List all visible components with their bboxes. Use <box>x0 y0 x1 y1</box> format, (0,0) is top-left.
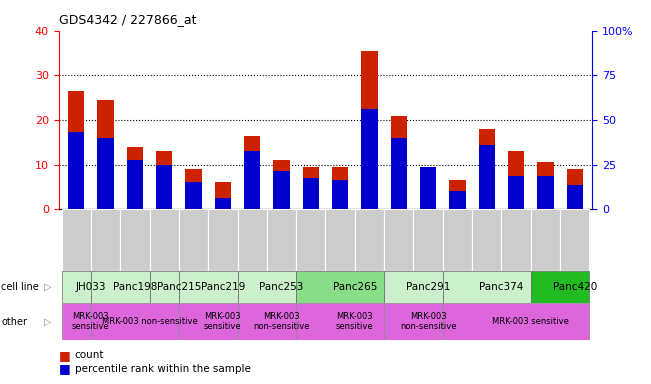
Bar <box>508 176 524 209</box>
Bar <box>384 209 413 271</box>
Bar <box>186 182 202 209</box>
Bar <box>449 192 465 209</box>
Bar <box>127 160 143 209</box>
Bar <box>531 209 560 271</box>
Text: percentile rank within the sample: percentile rank within the sample <box>75 364 251 374</box>
Bar <box>267 209 296 271</box>
Bar <box>238 271 296 303</box>
Text: MRK-003 non-sensitive: MRK-003 non-sensitive <box>102 317 197 326</box>
Bar <box>420 176 436 209</box>
Bar <box>238 303 296 340</box>
Bar <box>443 209 472 271</box>
Bar <box>208 209 238 271</box>
Bar <box>326 209 355 271</box>
Bar <box>244 151 260 209</box>
Text: Panc420: Panc420 <box>553 282 597 292</box>
Bar <box>186 169 202 209</box>
Text: MRK-003
non-sensitive: MRK-003 non-sensitive <box>400 312 456 331</box>
Bar <box>332 167 348 209</box>
Bar <box>384 271 443 303</box>
Text: count: count <box>75 350 104 360</box>
Bar <box>443 303 589 340</box>
Bar <box>273 171 290 209</box>
Text: other: other <box>1 317 27 327</box>
Text: MRK-003
non-sensitive: MRK-003 non-sensitive <box>253 312 310 331</box>
Bar <box>120 209 150 271</box>
Text: Panc215: Panc215 <box>157 282 201 292</box>
Bar <box>413 209 443 271</box>
Text: cell line: cell line <box>1 282 39 292</box>
Bar <box>355 209 384 271</box>
Bar <box>567 169 583 209</box>
Bar <box>332 180 348 209</box>
Bar <box>150 271 179 303</box>
Text: Panc198: Panc198 <box>113 282 157 292</box>
Bar <box>296 303 384 340</box>
Bar <box>238 209 267 271</box>
Text: Panc253: Panc253 <box>259 282 303 292</box>
Bar <box>538 162 553 209</box>
Bar <box>384 303 443 340</box>
Text: MRK-003
sensitive: MRK-003 sensitive <box>72 312 109 331</box>
Bar <box>472 209 501 271</box>
Bar <box>179 303 238 340</box>
Text: MRK-003 sensitive: MRK-003 sensitive <box>492 317 569 326</box>
Bar <box>443 271 531 303</box>
Text: JH033: JH033 <box>76 282 106 292</box>
Bar <box>361 109 378 209</box>
Bar <box>391 138 407 209</box>
Bar <box>244 136 260 209</box>
Bar <box>273 160 290 209</box>
Bar <box>62 209 91 271</box>
Bar <box>62 271 91 303</box>
Text: Panc374: Panc374 <box>479 282 523 292</box>
Bar <box>91 303 179 340</box>
Text: MRK-003
sensitive: MRK-003 sensitive <box>336 312 374 331</box>
Bar <box>478 129 495 209</box>
Bar <box>68 132 84 209</box>
Bar <box>361 51 378 209</box>
Bar <box>303 178 319 209</box>
Bar <box>215 182 231 209</box>
Bar <box>449 180 465 209</box>
Bar <box>156 151 173 209</box>
Bar <box>68 91 84 209</box>
Text: Panc265: Panc265 <box>333 282 377 292</box>
Bar <box>501 209 531 271</box>
Text: ■: ■ <box>59 349 70 362</box>
Bar <box>179 271 238 303</box>
Text: Panc291: Panc291 <box>406 282 450 292</box>
Bar <box>91 209 120 271</box>
Bar <box>127 147 143 209</box>
Bar <box>215 198 231 209</box>
Bar <box>296 209 326 271</box>
Text: GDS4342 / 227866_at: GDS4342 / 227866_at <box>59 13 196 26</box>
Bar <box>91 271 150 303</box>
Bar <box>98 138 113 209</box>
Bar <box>560 209 589 271</box>
Bar <box>508 151 524 209</box>
Bar <box>296 271 384 303</box>
Text: MRK-003
sensitive: MRK-003 sensitive <box>204 312 242 331</box>
Bar <box>391 116 407 209</box>
Bar <box>303 167 319 209</box>
Bar <box>150 209 179 271</box>
Text: Panc219: Panc219 <box>201 282 245 292</box>
Bar <box>156 165 173 209</box>
Text: ■: ■ <box>59 362 70 375</box>
Bar <box>478 144 495 209</box>
Bar <box>98 100 113 209</box>
Bar <box>420 167 436 209</box>
Bar <box>179 209 208 271</box>
Bar <box>538 176 553 209</box>
Bar <box>531 271 589 303</box>
Bar <box>62 303 91 340</box>
Text: ▷: ▷ <box>44 282 52 292</box>
Bar <box>567 185 583 209</box>
Text: ▷: ▷ <box>44 317 52 327</box>
